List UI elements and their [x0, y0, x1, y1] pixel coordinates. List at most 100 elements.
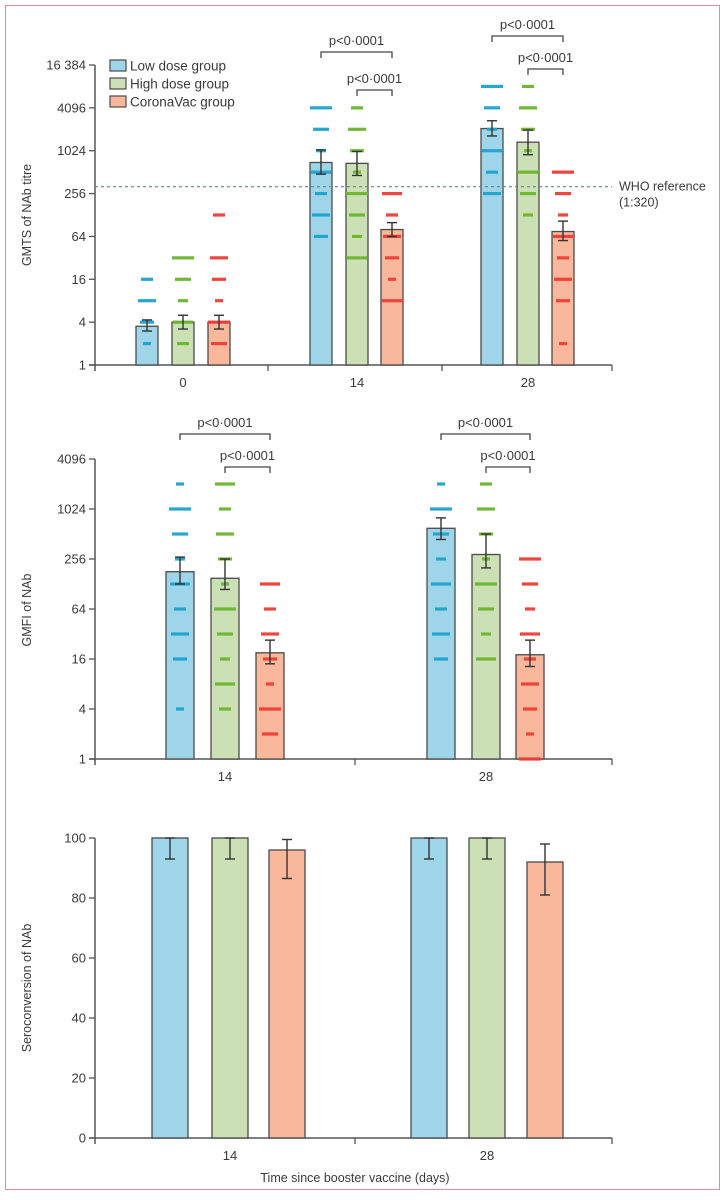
x-tick-label: 28 — [521, 375, 535, 390]
p-value-label: p<0·0001 — [500, 17, 555, 32]
p-value-label: p<0·0001 — [480, 448, 535, 463]
data-point — [476, 657, 496, 661]
y-tick-label: 16 384 — [46, 58, 86, 73]
significance-bracket — [179, 433, 271, 440]
bar-high-dose-group-day-28 — [516, 141, 540, 366]
data-point — [216, 532, 234, 536]
y-tick-label: 1 — [79, 358, 86, 373]
y-tick-label: 16 — [72, 272, 86, 287]
who-reference-value: (1:320) — [619, 196, 659, 210]
bar-high-dose-group-day-28 — [468, 837, 506, 1139]
bar-coronavac-group-day-14 — [268, 849, 306, 1139]
data-point — [314, 234, 328, 239]
data-point — [261, 632, 279, 636]
data-point — [519, 757, 541, 761]
data-point — [555, 191, 571, 196]
data-point — [210, 256, 228, 260]
p-value-label: p<0·0001 — [220, 448, 275, 463]
data-point — [483, 191, 501, 196]
data-point — [266, 682, 274, 686]
data-point — [172, 532, 188, 536]
data-point — [264, 607, 276, 611]
legend-label: High dose group — [130, 77, 229, 92]
data-point — [310, 106, 332, 110]
data-point — [436, 557, 446, 561]
data-point — [173, 657, 187, 661]
data-point — [522, 84, 534, 89]
p-value-label: p<0·0001 — [518, 50, 573, 65]
bar-coronavac-group-day-14 — [380, 228, 404, 366]
legend-label: CoronaVac group — [130, 95, 235, 110]
data-point — [348, 127, 366, 131]
data-point — [554, 277, 572, 281]
data-point — [220, 657, 230, 661]
legend-swatch — [109, 77, 127, 90]
significance-bracket — [224, 466, 271, 473]
p-value-label: p<0·0001 — [347, 71, 402, 86]
data-point — [434, 657, 448, 661]
data-point — [171, 632, 189, 636]
data-point — [521, 682, 539, 686]
data-point — [478, 607, 494, 611]
data-point — [212, 277, 226, 281]
data-point — [214, 607, 236, 611]
data-point — [382, 191, 402, 196]
data-point — [385, 256, 399, 260]
x-tick-label: 28 — [480, 1148, 494, 1163]
y-axis-title: GMTS of NAb titre — [20, 164, 34, 266]
data-point — [347, 256, 367, 260]
data-point — [215, 682, 235, 686]
bar-low-dose-group-day-0 — [135, 325, 159, 366]
significance-bracket — [527, 68, 564, 75]
data-point — [521, 127, 535, 131]
x-tick-label: 14 — [350, 375, 364, 390]
bar-high-dose-group-day-14 — [210, 577, 240, 760]
data-point — [482, 149, 502, 153]
data-point — [138, 299, 156, 303]
data-point — [172, 256, 194, 260]
data-point — [141, 277, 153, 281]
data-point — [313, 127, 329, 131]
bar-coronavac-group-day-28 — [515, 654, 545, 760]
data-point — [517, 170, 539, 174]
chart-seroconversion: 0 20 40 60 80 100 Seroconversion of NAb 14 28 Tim… — [20, 831, 613, 1185]
y-tick-label: 256 — [64, 186, 86, 201]
significance-bracket — [485, 466, 531, 473]
y-tick-label: 80 — [72, 891, 86, 906]
data-point — [346, 191, 368, 196]
data-point — [523, 213, 533, 217]
data-point — [352, 234, 362, 239]
data-point — [430, 507, 452, 511]
data-point — [143, 341, 151, 346]
bar-low-dose-group-day-14 — [151, 837, 189, 1139]
data-point — [519, 106, 537, 110]
data-point — [480, 482, 492, 486]
y-tick-label: 4096 — [57, 452, 86, 467]
data-point — [215, 482, 235, 486]
x-tick-label: 28 — [479, 769, 493, 784]
data-point — [315, 191, 327, 196]
data-point — [523, 707, 537, 711]
data-point — [260, 582, 280, 586]
data-point — [177, 341, 189, 346]
y-tick-label: 4 — [79, 315, 86, 330]
data-point — [526, 732, 534, 736]
y-tick-label: 100 — [64, 831, 86, 846]
data-point — [174, 607, 186, 611]
y-tick-label: 16 — [72, 652, 86, 667]
y-tick-label: 64 — [72, 602, 86, 617]
data-point — [481, 632, 491, 636]
data-point — [381, 299, 403, 303]
data-point — [349, 213, 365, 217]
data-point — [215, 299, 223, 303]
bar-low-dose-group-day-14 — [165, 571, 195, 760]
data-point — [211, 341, 227, 346]
data-point — [522, 582, 538, 586]
data-point — [217, 632, 233, 636]
x-tick-label: 14 — [223, 1148, 237, 1163]
data-point — [432, 632, 450, 636]
data-point — [520, 191, 536, 196]
data-point — [175, 277, 191, 281]
